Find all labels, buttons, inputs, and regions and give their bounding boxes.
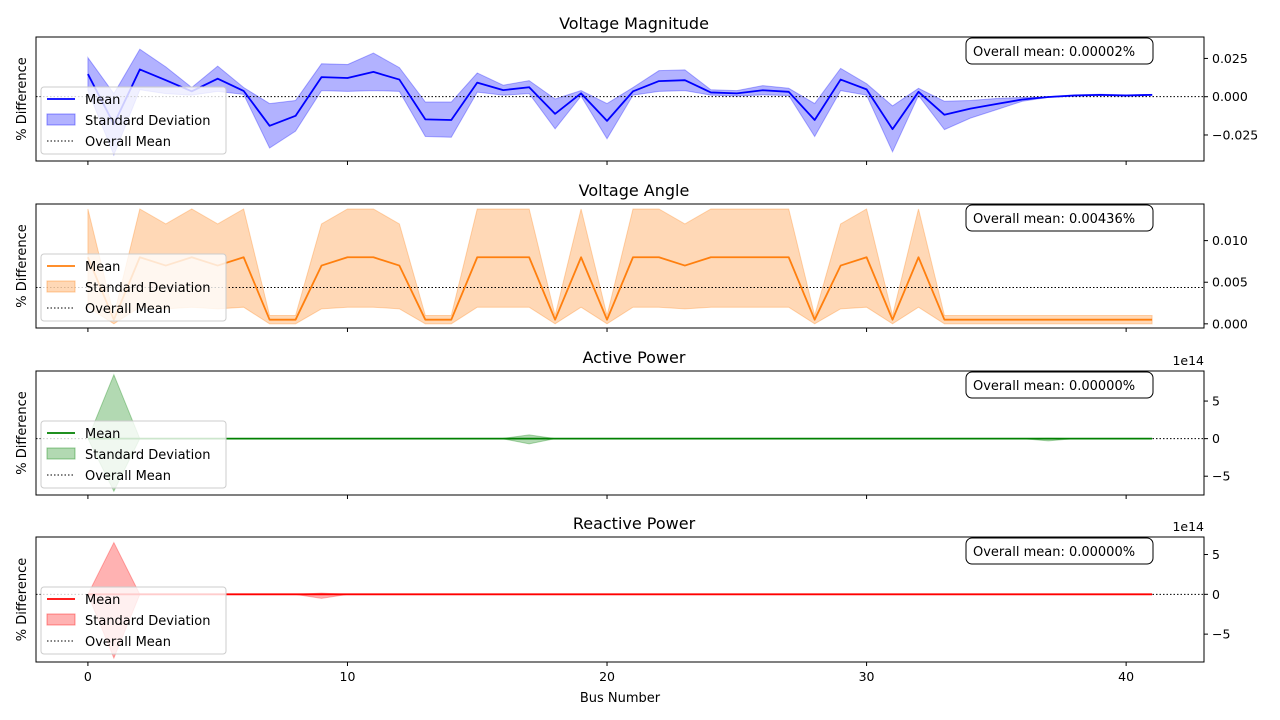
legend-label-std: Standard Deviation: [85, 448, 210, 463]
annotation-box: [965, 371, 1154, 399]
y-tick-label: 0: [1212, 431, 1220, 446]
legend-label-std: Standard Deviation: [85, 614, 210, 629]
chart-panel-4: Reactive Power % Difference −5 0 5 1e14 0 10 20 3…: [15, 514, 1230, 684]
chart-panel-2: Voltage Angle % Difference 0.000 0.005 0.010…: [15, 181, 1248, 332]
legend-label-overall: Overall Mean: [85, 135, 171, 150]
legend-box: [40, 86, 227, 155]
y-tick-label: 5: [1212, 394, 1220, 409]
axes-frame: [35, 536, 1205, 663]
legend-label-mean: Mean: [85, 593, 120, 608]
annotation-text: Overall mean: 0.00436%: [973, 212, 1135, 227]
annotation-text: Overall mean: 0.00000%: [973, 545, 1135, 560]
axes-frame: [35, 203, 1205, 329]
legend-label-std: Standard Deviation: [85, 281, 210, 296]
plot-area: [36, 373, 1204, 493]
legend: Mean Standard Deviation Overall Mean: [40, 586, 227, 655]
chart-panel-1: Voltage Magnitude % Difference −0.025 0.000…: [15, 14, 1258, 165]
y-offset-label: 1e14: [1172, 353, 1204, 368]
overall-mean-annotation: Overall mean: 0.00000%: [965, 371, 1154, 399]
legend-std-swatch: [46, 447, 76, 460]
legend: Mean Standard Deviation Overall Mean: [40, 86, 227, 155]
legend-label-std: Standard Deviation: [85, 114, 210, 129]
legend-label-mean: Mean: [85, 260, 120, 275]
y-tick-label: −5: [1212, 627, 1230, 642]
mean-line: [87, 256, 1153, 321]
x-tick-label: 10: [340, 669, 356, 684]
std-band: [87, 208, 1153, 325]
chart-title: Voltage Magnitude: [559, 14, 709, 33]
y-offset-label: 1e14: [1172, 519, 1204, 534]
x-tick-label: 0: [84, 669, 92, 684]
axes-frame: [35, 36, 1205, 162]
legend-label-overall: Overall Mean: [85, 302, 171, 317]
chart-title: Active Power: [583, 348, 686, 367]
y-tick-label: 0.000: [1212, 316, 1248, 331]
y-axis-label: % Difference: [15, 224, 30, 308]
legend-box: [40, 420, 227, 489]
annotation-text: Overall mean: 0.00000%: [973, 379, 1135, 394]
overall-mean-annotation: Overall mean: 0.00436%: [965, 204, 1154, 232]
axes-frame: [35, 370, 1205, 496]
legend-std-swatch: [46, 613, 76, 626]
y-tick-label: 0.000: [1212, 89, 1248, 104]
plot-area: [36, 541, 1204, 660]
plot-area: [36, 48, 1204, 157]
std-band: [87, 48, 1153, 157]
legend-label-overall: Overall Mean: [85, 469, 171, 484]
y-tick-label: 5: [1212, 547, 1220, 562]
legend: Mean Standard Deviation Overall Mean: [40, 253, 227, 322]
legend: Mean Standard Deviation Overall Mean: [40, 420, 227, 489]
annotation-box: [965, 204, 1154, 232]
y-tick-label: 0.010: [1212, 233, 1248, 248]
annotation-text: Overall mean: 0.00002%: [973, 45, 1135, 60]
legend-label-mean: Mean: [85, 427, 120, 442]
x-axis-label: Bus Number: [580, 691, 661, 706]
legend-std-swatch: [46, 280, 76, 293]
x-tick-label: 40: [1118, 669, 1134, 684]
legend-label-overall: Overall Mean: [85, 635, 171, 650]
x-tick-label: 20: [599, 669, 615, 684]
annotation-box: [965, 537, 1154, 565]
legend-box: [40, 253, 227, 322]
plot-area: [36, 208, 1204, 325]
y-tick-label: −5: [1212, 469, 1230, 484]
y-tick-label: 0.025: [1212, 51, 1248, 66]
chart-panel-3: Active Power % Difference −5 0 5 1e14 Overall …: [15, 348, 1230, 499]
y-tick-label: 0.005: [1212, 275, 1248, 290]
y-axis-label: % Difference: [15, 391, 30, 475]
x-tick-label: 30: [859, 669, 875, 684]
y-tick-label: −0.025: [1212, 127, 1258, 142]
legend-label-mean: Mean: [85, 93, 120, 108]
overall-mean-annotation: Overall mean: 0.00002%: [965, 37, 1154, 65]
y-axis-label: % Difference: [15, 558, 30, 642]
y-tick-label: 0: [1212, 587, 1220, 602]
overall-mean-annotation: Overall mean: 0.00000%: [965, 537, 1154, 565]
chart-title: Voltage Angle: [579, 181, 690, 200]
legend-box: [40, 586, 227, 655]
mean-line: [87, 68, 1153, 131]
legend-std-swatch: [46, 113, 76, 126]
y-axis-label: % Difference: [15, 57, 30, 141]
annotation-box: [965, 37, 1154, 65]
chart-title: Reactive Power: [573, 514, 696, 533]
